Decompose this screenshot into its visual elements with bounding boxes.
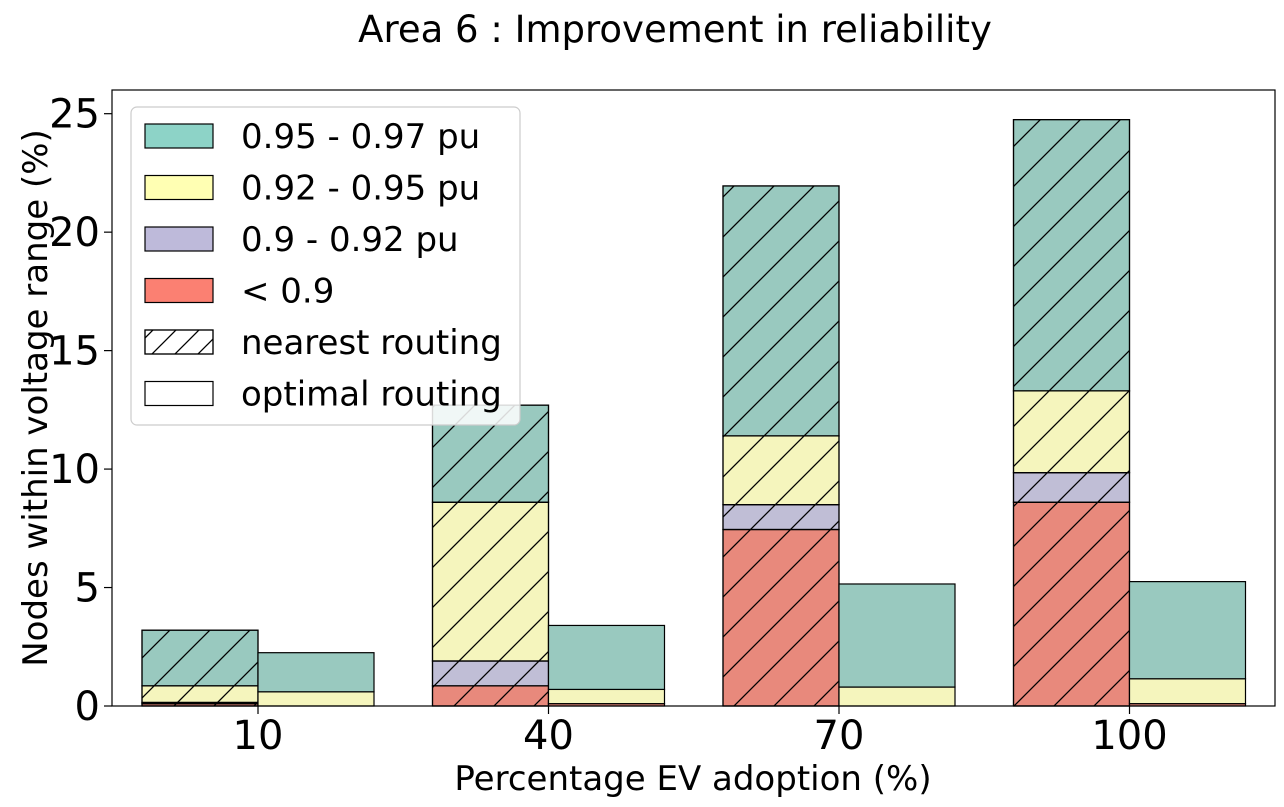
bar-hatch-40 [431, 501, 550, 662]
legend-frame [130, 106, 521, 426]
y-tick-label: 10 [49, 447, 100, 493]
bar-segment-optimal-routing-100 [1128, 678, 1247, 705]
x-tick-label: 10 [233, 713, 284, 759]
bar-hatch-70 [722, 504, 840, 531]
x-tick-label: 100 [1091, 713, 1167, 759]
y-tick-label: 20 [49, 210, 100, 256]
legend-swatch-hatch [144, 329, 214, 355]
y-axis-label: Nodes within voltage range (%) [16, 129, 56, 667]
bar-hatch-40 [431, 685, 550, 707]
legend-swatch [144, 226, 214, 252]
bar-hatch-70 [722, 435, 840, 506]
y-tick-label: 25 [49, 92, 100, 138]
bar-segment-optimal-routing-40 [547, 688, 666, 705]
bars-layer [141, 119, 1247, 707]
bar-segment-optimal-routing-100 [1128, 581, 1247, 680]
legend-label: nearest routing [241, 323, 502, 363]
plot-area-frame [111, 89, 1276, 707]
legend-swatch [144, 380, 214, 407]
x-axis-ticks: 10 40 70 100 [233, 706, 1168, 759]
legend-label: 0.92 - 0.95 pu [241, 169, 480, 209]
legend-label: 0.9 - 0.92 pu [241, 220, 459, 260]
y-tick-label: 15 [49, 329, 100, 375]
legend-label: optimal routing [241, 375, 502, 415]
bar-hatch-100 [1012, 501, 1131, 707]
legend-swatch [144, 123, 214, 149]
legend-label: < 0.9 [241, 272, 334, 312]
x-tick-label: 70 [814, 713, 865, 759]
y-tick-label: 0 [75, 684, 100, 730]
chart-title: Area 6 : Improvement in reliability [358, 8, 992, 51]
x-axis-label: Percentage EV adoption (%) [454, 759, 931, 799]
bar-hatch-100 [1012, 390, 1131, 474]
bar-hatch-70 [722, 528, 840, 707]
y-axis-ticks: 0 5 10 15 20 25 [49, 92, 112, 730]
legend-swatch [144, 277, 214, 304]
legend-swatch [144, 174, 214, 201]
bar-hatch-100 [1012, 119, 1131, 392]
bar-segment-optimal-routing-10 [257, 691, 375, 707]
legend: 0.95 - 0.97 pu 0.92 - 0.95 pu 0.9 - 0.92 p… [130, 106, 521, 426]
bar-hatch-70 [722, 185, 840, 437]
x-tick-label: 40 [523, 713, 574, 759]
bar-hatch-10 [141, 685, 259, 704]
bar-segment-optimal-routing-40 [547, 624, 666, 691]
bar-hatch-100 [1012, 472, 1131, 503]
bar-segment-optimal-routing-70 [838, 583, 956, 688]
bar-segment-optimal-routing-10 [257, 652, 375, 693]
y-tick-label: 5 [75, 566, 100, 612]
legend-label: 0.95 - 0.97 pu [241, 117, 480, 157]
bar-hatch-10 [141, 629, 259, 687]
bar-segment-optimal-routing-70 [838, 686, 956, 707]
bar-hatch-40 [431, 660, 550, 687]
